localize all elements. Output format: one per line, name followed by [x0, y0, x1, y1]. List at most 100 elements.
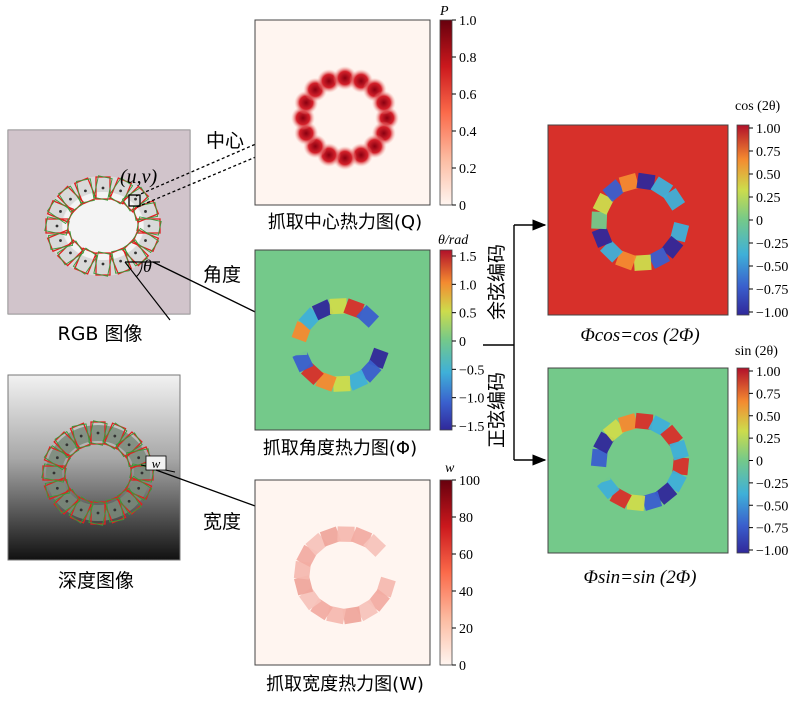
theta-label: θ: [143, 256, 152, 276]
cos-colorbar: [736, 124, 750, 316]
grasp-rectangle: [116, 487, 142, 515]
grasp-center-dot: [59, 239, 62, 242]
grasp-rectangle: [71, 423, 91, 449]
ring-patch: [363, 534, 387, 557]
colorbar-tick-label: 0: [459, 335, 466, 350]
depth-image: w 深度图像: [7, 374, 181, 592]
grasp-center-dot: [52, 471, 56, 475]
grasp-center-dot: [79, 434, 83, 438]
colorbar-tick-label: −1.0: [459, 392, 484, 407]
colorbar-tick-label: 0: [459, 659, 466, 674]
grasp-center-dot: [140, 471, 144, 475]
sin-ring-patches: [590, 412, 690, 512]
ring-patch: [650, 176, 674, 199]
w-colorbar-title: w: [445, 461, 455, 476]
grasp-rectangle: [115, 432, 143, 458]
grasp-center-dot: [119, 189, 123, 193]
colorbar-tick-label: −0.25: [756, 477, 788, 492]
grasp-center-dot: [69, 251, 72, 255]
grasp-rectangle: [68, 496, 94, 524]
colorbar-tick-label: 0: [756, 214, 763, 229]
ring-patch: [647, 247, 671, 269]
heatmap-sin: 1.00 0.75 0.50 0.25 0 −0.25 −0.50 −0.75 −1.00 si…: [547, 344, 788, 588]
grasp-center-dot: [137, 456, 141, 460]
ring-patch: [346, 369, 369, 391]
ring-patch: [326, 605, 347, 625]
colorbar-tick-label: −1.00: [756, 544, 788, 559]
grasp-rectangle: [54, 431, 80, 459]
grasp-rectangle: [41, 463, 67, 483]
grasp-center-dot: [127, 443, 131, 447]
grasp-center-dot: [144, 239, 147, 242]
colorbar-tick-label: 0: [756, 455, 763, 470]
grasp-center-dot: [113, 434, 117, 438]
colorbar-tick-label: 20: [459, 622, 473, 637]
colorbar-tick-label: −0.75: [756, 283, 788, 298]
grasp-center-dot: [147, 224, 151, 228]
ring-patch: [618, 173, 640, 193]
colorbar-tick-label: −0.50: [756, 260, 788, 275]
grasp-center-dot: [69, 197, 72, 201]
colorbar-tick-label: 1.00: [756, 365, 781, 380]
phi-colorbar-title: θ/rad: [438, 233, 469, 248]
ring-patch: [590, 448, 608, 468]
uv-label: (u,v): [120, 166, 158, 188]
w-ring-patches: [293, 526, 396, 625]
grasp-center-dot: [101, 262, 105, 266]
colorbar-tick-label: 60: [459, 548, 473, 563]
grasp-center-dot: [59, 210, 62, 213]
ring-patch: [591, 226, 613, 248]
colorbar-tick-label: −1.00: [756, 306, 788, 321]
w-label: w: [152, 456, 161, 471]
q-caption: 抓取中心热力图(Q): [268, 212, 422, 233]
grasp-rectangle: [88, 500, 108, 526]
ring-patch: [311, 299, 334, 321]
depth-caption: 深度图像: [58, 570, 134, 592]
cos-ring-patches: [591, 172, 690, 271]
heatmap-w: 100 80 60 40 20 0 w 抓取宽度热力图(W): [254, 461, 480, 695]
cos-caption: Φcos=cos (2Φ): [580, 325, 699, 346]
sin-colorbar-ticks: 1.00 0.75 0.50 0.25 0 −0.25 −0.50 −0.75 −1.00: [749, 365, 788, 559]
ring-patch: [292, 350, 314, 373]
grasp-center-dot: [113, 508, 117, 512]
grasp-rectangle: [93, 251, 113, 277]
grasp-rectangle: [136, 216, 162, 236]
grasp-rectangle: [105, 497, 125, 523]
colorbar-tick-label: −0.25: [756, 237, 788, 252]
sin-encode-label: 正弦编码: [486, 372, 508, 448]
w-caption: 抓取宽度热力图(W): [266, 674, 424, 695]
q-colorbar-title: P: [439, 4, 449, 19]
grasp-rectangle: [102, 422, 128, 450]
q-colorbar: [439, 19, 453, 206]
ring-patch: [672, 456, 690, 476]
ring-patch: [293, 560, 312, 580]
ring-patch: [602, 179, 626, 202]
grasp-center-dot: [96, 511, 100, 515]
grasp-rectangle: [88, 420, 108, 446]
grasp-center-dot: [96, 431, 100, 435]
q-heat-spots: [291, 66, 399, 170]
colorbar-tick-label: 0.50: [756, 168, 781, 183]
ring-patch: [615, 250, 637, 271]
grasp-center-dot: [137, 486, 141, 490]
colorbar-tick-label: 0.75: [756, 387, 781, 402]
ring-patch: [293, 575, 314, 596]
colorbar-tick-label: 100: [459, 474, 480, 489]
grasp-center-dot: [55, 224, 59, 228]
ring-patch: [356, 304, 380, 328]
heatmap-q: 1.0 0.8 0.6 0.4 0.2 0 P 抓取中心热力图(Q): [254, 4, 477, 233]
grasp-rectangle: [53, 488, 81, 514]
colorbar-tick-label: 0.4: [459, 125, 477, 140]
colorbar-tick-label: 0.2: [459, 162, 477, 177]
ring-patch: [670, 221, 690, 243]
colorbar-tick-label: 0: [459, 199, 466, 214]
colorbar-tick-label: 1.5: [459, 250, 477, 265]
colorbar-tick-label: −0.5: [459, 363, 484, 378]
width-arrow-label: 宽度: [203, 511, 241, 533]
colorbar-tick-label: −1.5: [459, 420, 484, 435]
cos-encode-label: 余弦编码: [486, 244, 508, 320]
grasp-rectangle: [111, 248, 131, 274]
ring-patch: [633, 254, 652, 271]
colorbar-tick-label: 80: [459, 511, 473, 526]
